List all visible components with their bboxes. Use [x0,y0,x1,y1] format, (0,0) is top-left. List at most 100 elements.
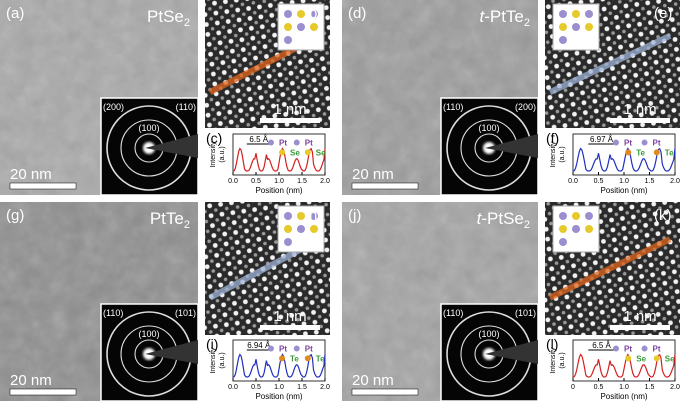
atom [310,225,318,233]
atom [559,225,567,233]
x-tick-label: 1.5 [297,384,307,391]
panel-label: (a) [6,5,24,22]
panel-label: (b) [304,5,322,22]
panel-label: (f) [546,130,559,146]
title-sub: 2 [184,17,190,29]
saed-label: (110) [176,102,196,112]
panel-label: (c) [206,130,222,146]
scale-bar-label: 20 nm [10,372,52,389]
atom [284,225,292,233]
atom-label: Pt [305,345,313,354]
atom-marker [279,149,286,156]
atom [585,10,593,18]
atom [559,238,567,246]
scale-bar-label: 20 nm [352,372,394,389]
y-axis-label: (a.u.) [219,352,226,368]
title-main: -PtSe [481,209,524,228]
beam-stopper [145,340,198,364]
atom [572,10,580,18]
atom [297,212,305,220]
profile-line [548,33,672,95]
saed-label: (110) [443,102,463,112]
x-tick-label: 1.5 [297,178,307,185]
atom-marker [653,149,660,156]
atom-label: Te [290,354,299,363]
scale-bar-label: 20 nm [10,166,52,183]
distance-label: 6.97 Å [590,135,614,144]
profile-line [548,236,672,301]
distance-label: 6.5 Å [592,341,611,350]
atom-marker [613,139,619,146]
atom-label: Pt [653,345,661,354]
atom [284,238,292,246]
atom [284,36,292,44]
x-tick-label: 1.5 [645,178,655,185]
atom-marker [653,355,660,362]
atom-label: Pt [279,345,287,354]
y-axis-label: (a.u.) [559,352,566,368]
distance-label: 6.5 Å [249,135,268,144]
atom-label: Pt [624,139,632,148]
scale-bar [9,182,77,190]
saed-label: (100) [478,123,499,133]
profile-bg [545,336,680,401]
atom [572,23,580,31]
x-tick-label: 0.5 [594,384,604,391]
x-tick-label: 0.5 [594,178,604,185]
scale-bar [610,118,670,123]
x-axis-label: Position (nm) [600,392,647,401]
atom-marker [641,139,648,146]
panel-title: t-PtTe2 [479,7,530,29]
atom-marker [625,149,632,156]
x-tick-label: 2.0 [320,178,330,185]
atom [559,10,567,18]
panel-label: (d) [348,5,366,22]
saed-label: (100) [138,329,159,339]
scale-bar-label: 20 nm [352,166,394,183]
panel-title: PtSe2 [147,7,190,29]
x-tick-label: 2.0 [670,384,680,391]
panel-label: (i) [206,336,218,352]
saed-label: (200) [103,102,124,112]
x-tick-label: 2.0 [670,178,680,185]
atom [585,23,593,31]
atom [559,212,567,220]
x-tick-label: 0 [571,384,575,391]
atom-marker [293,139,300,146]
atom [559,36,567,44]
panel-label: (g) [6,207,24,224]
panel-title: t-PtSe2 [477,209,530,231]
panel-title: PtTe2 [150,209,190,231]
y-axis-label: Intensity [550,141,557,168]
atom-marker [268,139,274,146]
atom-marker [625,355,632,362]
panel-label: (l) [546,336,558,352]
x-tick-label: 1.0 [274,384,284,391]
atom-label: Pt [624,345,632,354]
beam-stopper [485,134,538,158]
x-tick-label: 1.0 [619,384,629,391]
beam-stopper [145,134,198,158]
x-tick-label: 1.5 [645,384,655,391]
scale-bar-label: 1 nm [273,101,306,118]
atom-label: Te [665,148,674,157]
atom-marker [613,345,619,352]
atom [297,225,305,233]
atom [284,10,292,18]
scale-bar [351,182,419,190]
x-tick-label: 2.0 [320,384,330,391]
atom-marker [268,345,274,352]
x-tick-label: 0.0 [228,178,238,185]
panel-label: (e) [654,5,672,22]
atom-marker [641,345,648,352]
x-tick-label: 0.5 [251,178,261,185]
atom-marker [293,345,300,352]
atom-label: Pt [653,139,661,148]
atom-label: Pt [305,139,313,148]
title-prefix: t [479,7,485,26]
x-tick-label: 0.0 [228,384,238,391]
y-axis-label: Intensity [550,347,557,374]
title-prefix: t [477,209,483,228]
beam-stopper [485,340,538,364]
